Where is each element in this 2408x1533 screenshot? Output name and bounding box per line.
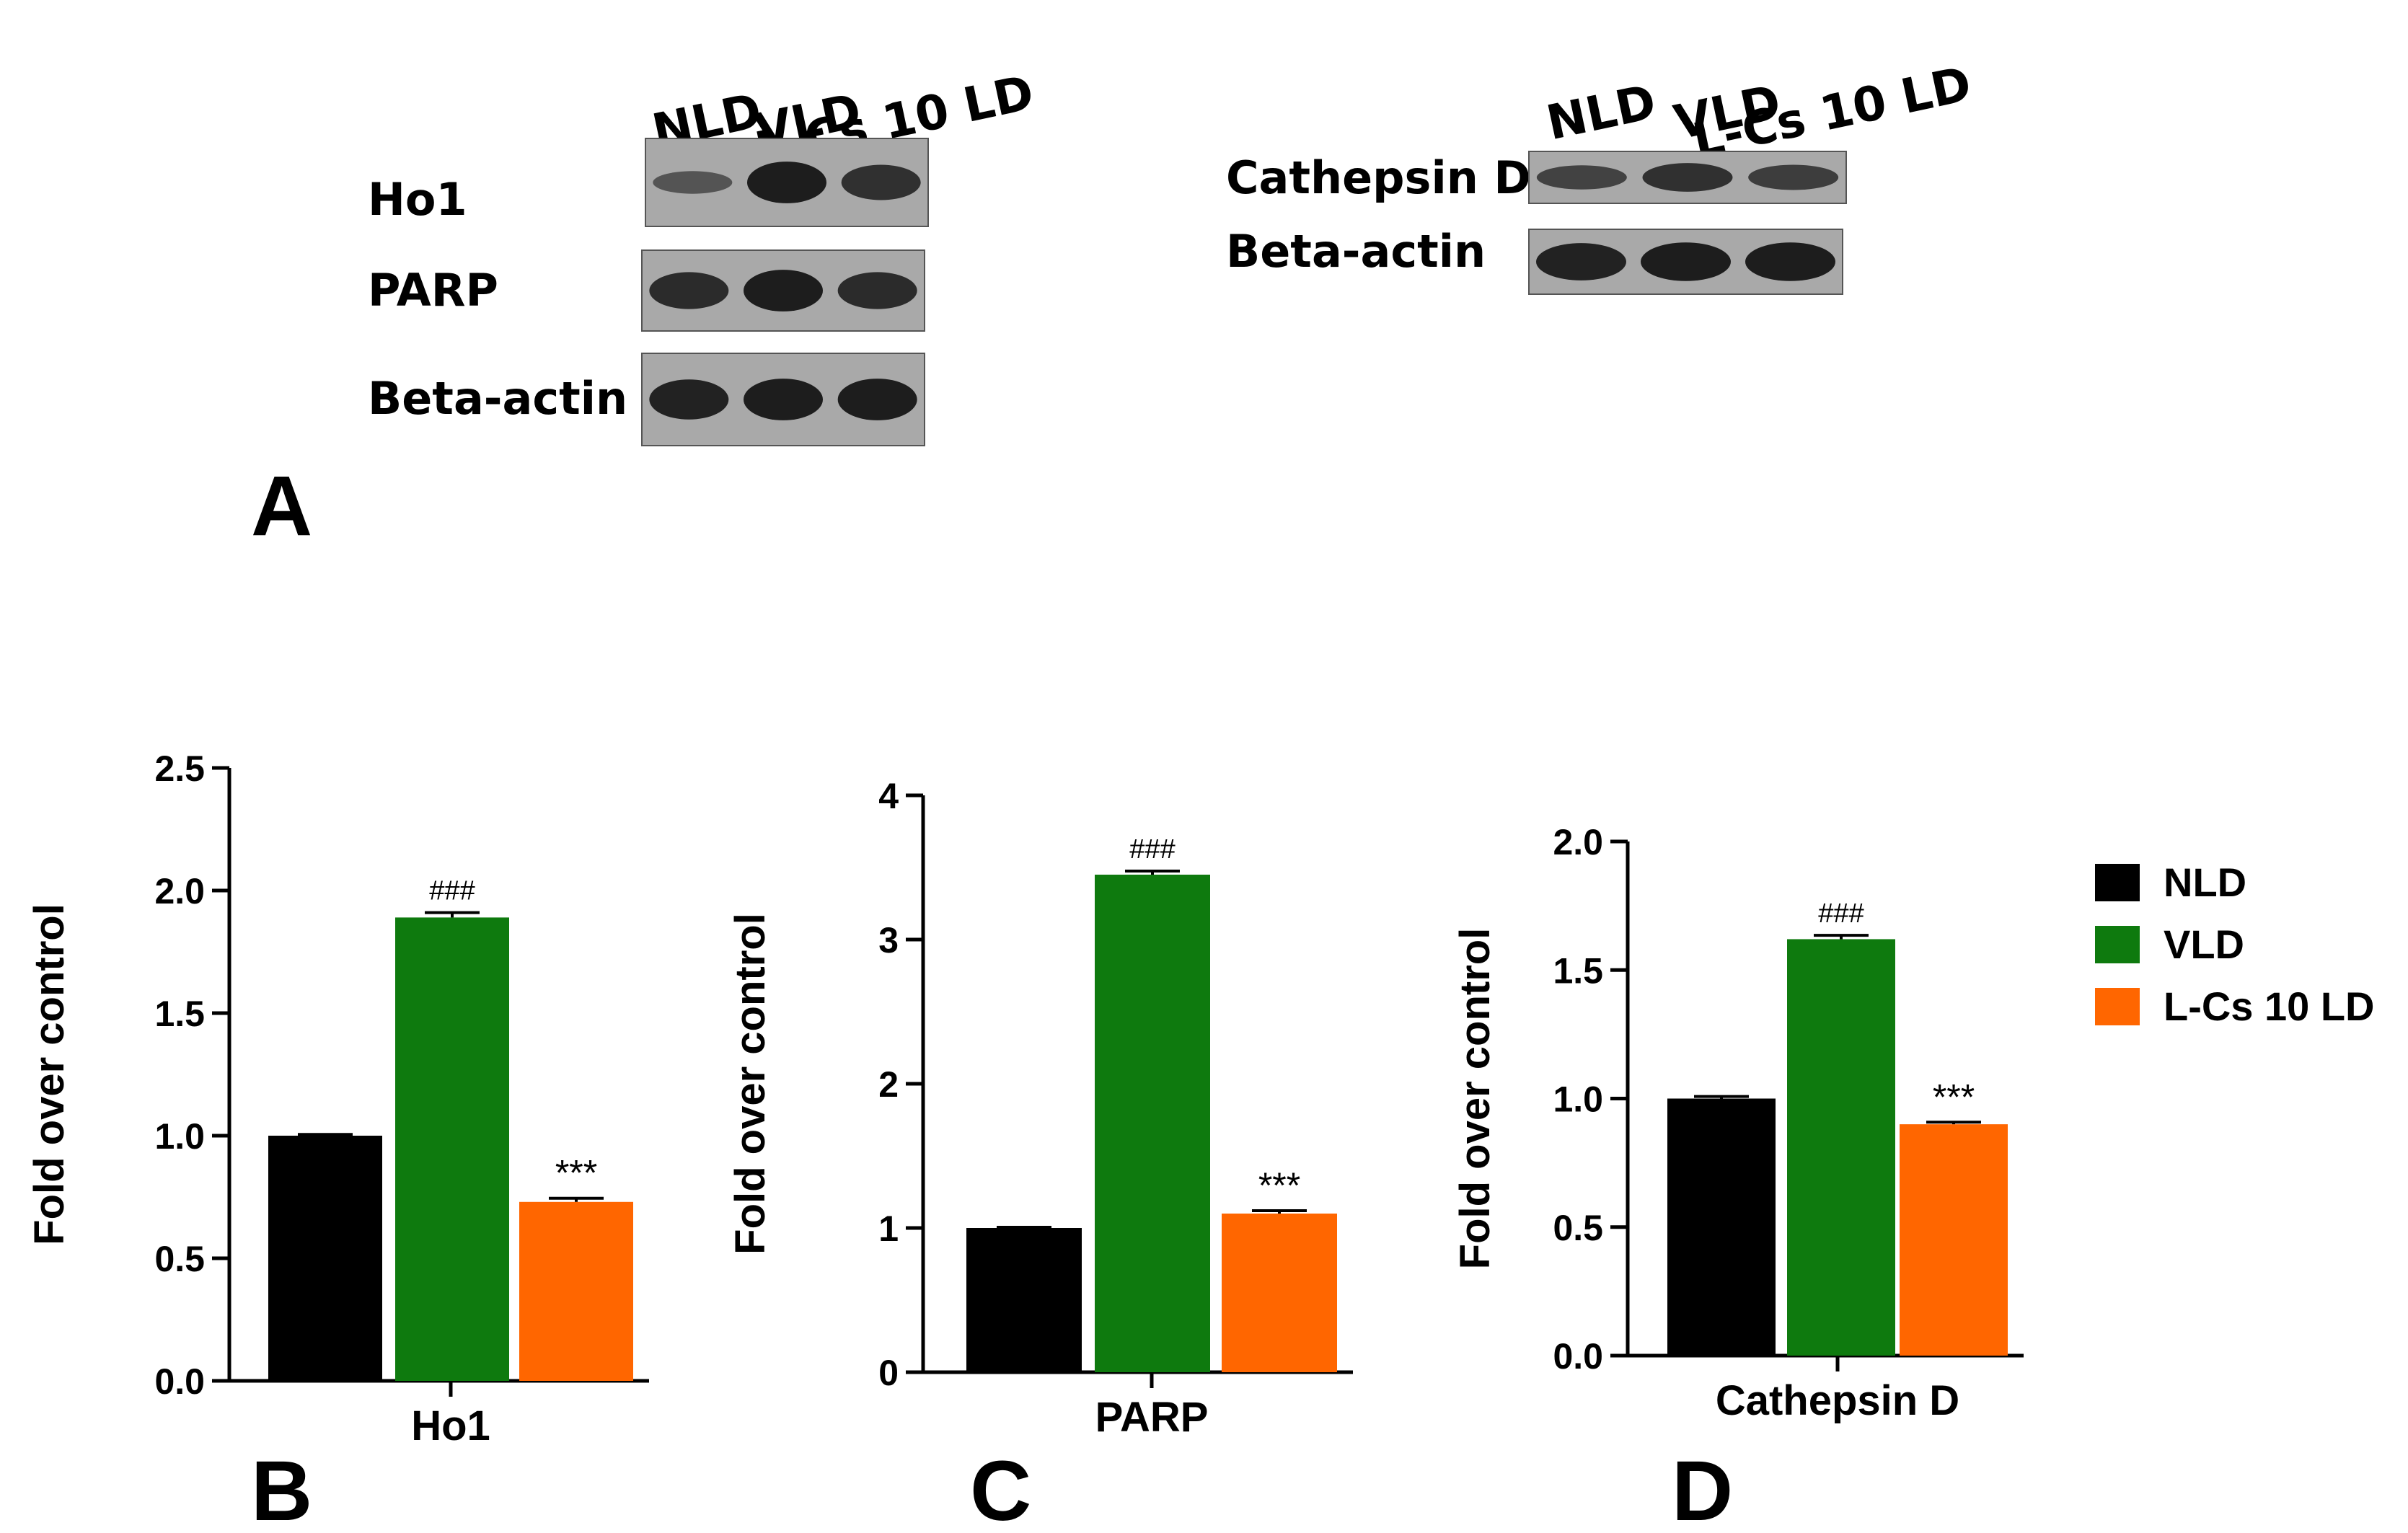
blot-lane-label: NLD xyxy=(1542,74,1661,151)
y-tick-label: 2.0 xyxy=(1553,822,1603,862)
panel-label-c: C xyxy=(970,1444,1031,1533)
y-tick-label: 1.5 xyxy=(1553,950,1603,991)
bar-l-cs-10-ld xyxy=(519,1201,633,1381)
bar-nld xyxy=(966,1228,1082,1372)
blot-row-label: PARP xyxy=(368,264,498,317)
y-tick-label: 0.5 xyxy=(154,1239,205,1279)
legend-label: NLD xyxy=(2164,860,2246,905)
y-tick-label: 3 xyxy=(878,920,899,960)
bar-chart-2: 0 1 2 3 4 PARP Fold over control ### *** xyxy=(727,776,1353,1441)
blot-band xyxy=(744,270,823,312)
blot-row-label: Beta-actin xyxy=(368,372,627,425)
legend-swatch xyxy=(2095,926,2140,963)
legend-swatch xyxy=(2095,988,2140,1025)
y-tick-label: 1.0 xyxy=(154,1116,205,1157)
bar-chart-1: 0.0 0.5 1.0 1.5 2.0 2.5 Ho1 Fold over control ##… xyxy=(26,748,649,1449)
panel-label-b: B xyxy=(251,1444,312,1533)
bar-nld xyxy=(1667,1098,1776,1356)
significance-marker: *** xyxy=(555,1153,597,1193)
legend-label: L-Cs 10 LD xyxy=(2164,984,2375,1029)
significance-marker: ### xyxy=(1818,898,1864,929)
blot-row-label: Beta-actin xyxy=(1226,225,1486,278)
blot-band xyxy=(649,379,729,420)
blot-band xyxy=(1745,242,1835,281)
bar-chart-layer: 0.0 0.5 1.0 1.5 2.0 2.5 Ho1 Fold over control ##… xyxy=(26,748,2024,1449)
y-tick-label: 0.0 xyxy=(154,1361,205,1402)
y-tick-label: 0 xyxy=(878,1353,899,1393)
blot-band xyxy=(1641,242,1731,281)
y-tick-label: 0.0 xyxy=(1553,1336,1603,1377)
panel-label-a: A xyxy=(251,459,312,554)
blot-band xyxy=(1642,163,1733,192)
blot-band xyxy=(747,162,826,203)
y-axis-label: Fold over control xyxy=(727,913,774,1255)
blot-band xyxy=(837,272,917,309)
significance-marker: *** xyxy=(1258,1165,1300,1206)
blot-band xyxy=(1536,165,1627,190)
y-tick-label: 1.5 xyxy=(154,994,205,1034)
x-axis-label: PARP xyxy=(1095,1394,1209,1441)
legend-swatch xyxy=(2095,864,2140,901)
legend-label: VLD xyxy=(2164,922,2244,967)
bar-l-cs-10-ld xyxy=(1222,1214,1337,1372)
y-tick-label: 4 xyxy=(878,776,899,816)
significance-marker: ### xyxy=(1129,834,1175,865)
bar-nld xyxy=(268,1136,382,1381)
blot-row-label: Cathepsin D xyxy=(1226,151,1531,204)
y-axis-label: Fold over control xyxy=(26,904,73,1245)
significance-marker: *** xyxy=(1933,1077,1975,1117)
y-tick-label: 1.0 xyxy=(1553,1079,1603,1120)
y-tick-label: 1 xyxy=(878,1209,899,1249)
blot-band xyxy=(653,171,733,194)
bar-chart-3: 0.0 0.5 1.0 1.5 2.0 Cathepsin D Fold over cont… xyxy=(1452,822,2024,1424)
blot-band xyxy=(744,379,823,420)
blot-row-label: Ho1 xyxy=(368,173,467,226)
blot-band xyxy=(1748,164,1839,190)
y-tick-label: 0.5 xyxy=(1553,1208,1603,1248)
panel-label-d: D xyxy=(1672,1444,1733,1533)
y-tick-label: 2.0 xyxy=(154,871,205,911)
x-axis-label: Ho1 xyxy=(411,1402,490,1449)
bar-l-cs-10-ld xyxy=(1900,1124,2008,1356)
y-axis-label: Fold over control xyxy=(1452,928,1499,1270)
bar-vld xyxy=(1787,939,1895,1356)
blot-band xyxy=(837,379,917,420)
y-tick-label: 2 xyxy=(878,1064,899,1105)
significance-marker: ### xyxy=(429,876,475,906)
legend: NLD VLD L-Cs 10 LD xyxy=(2095,860,2375,1029)
bar-vld xyxy=(1095,875,1210,1372)
blot-band xyxy=(649,272,729,309)
blot-band xyxy=(1536,243,1626,280)
x-axis-label: Cathepsin D xyxy=(1716,1377,1959,1424)
blot-band xyxy=(841,164,921,200)
y-tick-label: 2.5 xyxy=(154,748,205,789)
bar-vld xyxy=(395,917,509,1381)
